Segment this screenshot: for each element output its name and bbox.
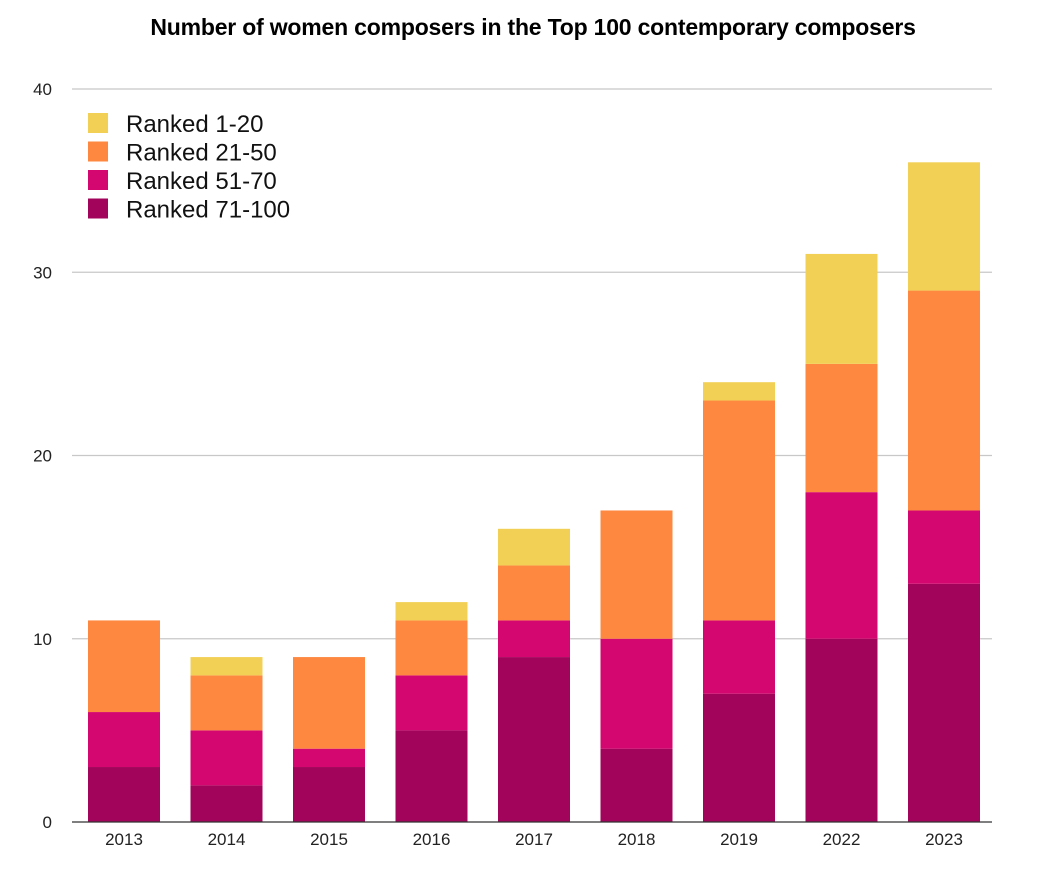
- bar-segment-ranked-21-50-2015: [293, 657, 365, 749]
- bar-segment-ranked-71-100-2022: [805, 638, 878, 822]
- legend-label: Ranked 71-100: [126, 197, 290, 224]
- y-tick-label: 30: [33, 263, 52, 282]
- bar-segment-ranked-1-20-2017: [498, 528, 570, 566]
- bar-segment-ranked-71-100-2023: [908, 583, 980, 822]
- y-tick-label: 10: [33, 630, 52, 649]
- x-tick-label: 2022: [823, 830, 861, 849]
- bar-segment-ranked-51-70-2022: [805, 492, 878, 639]
- legend-swatch-ranked-21-50: [88, 141, 108, 162]
- x-tick-label: 2014: [208, 830, 246, 849]
- bar-segment-ranked-21-50-2016: [395, 620, 468, 676]
- bar-segment-ranked-71-100-2015: [293, 767, 365, 822]
- legend-label: Ranked 21-50: [126, 140, 277, 167]
- bar-segment-ranked-71-100-2017: [498, 657, 570, 822]
- bar-segment-ranked-21-50-2023: [908, 290, 980, 511]
- x-tick-label: 2015: [310, 830, 348, 849]
- bar-segment-ranked-21-50-2019: [703, 400, 775, 621]
- bar-segment-ranked-51-70-2018: [600, 638, 673, 749]
- axes: 0 10 20 30 40 2013 2014 2015 2016 2017 2018 2019 202…: [33, 80, 992, 849]
- bar-segment-ranked-71-100-2016: [395, 730, 468, 822]
- bar-segment-ranked-71-100-2014: [190, 785, 263, 822]
- bars: [88, 162, 980, 822]
- chart-title: Number of women composers in the Top 100…: [150, 14, 916, 40]
- x-tick-label: 2017: [515, 830, 553, 849]
- bar-segment-ranked-1-20-2019: [703, 382, 775, 401]
- bar-segment-ranked-21-50-2013: [88, 620, 160, 713]
- legend-swatch-ranked-1-20: [88, 113, 108, 133]
- bar-segment-ranked-51-70-2019: [703, 620, 775, 694]
- bar-segment-ranked-21-50-2022: [805, 363, 878, 493]
- bar-segment-ranked-71-100-2013: [88, 767, 160, 822]
- y-tick-label: 40: [33, 80, 52, 99]
- bar-segment-ranked-51-70-2013: [88, 712, 160, 768]
- bar-segment-ranked-51-70-2016: [395, 675, 468, 731]
- bar-segment-ranked-71-100-2019: [703, 693, 775, 822]
- bar-segment-ranked-21-50-2014: [190, 675, 263, 731]
- bar-segment-ranked-71-100-2018: [600, 748, 673, 822]
- bar-segment-ranked-51-70-2023: [908, 510, 980, 584]
- legend-label: Ranked 51-70: [126, 168, 277, 195]
- x-tick-label: 2016: [413, 830, 451, 849]
- bar-segment-ranked-21-50-2018: [600, 510, 673, 639]
- bar-segment-ranked-1-20-2022: [805, 253, 878, 364]
- x-tick-label: 2023: [925, 830, 963, 849]
- bar-segment-ranked-51-70-2014: [190, 730, 263, 786]
- y-tick-label: 0: [43, 813, 52, 832]
- x-tick-label: 2018: [618, 830, 656, 849]
- bar-segment-ranked-1-20-2014: [190, 657, 263, 676]
- bar-segment-ranked-21-50-2017: [498, 565, 570, 621]
- bar-segment-ranked-1-20-2023: [908, 162, 980, 291]
- bar-segment-ranked-51-70-2015: [293, 748, 365, 768]
- bar-segment-ranked-51-70-2017: [498, 620, 570, 658]
- legend-label: Ranked 1-20: [126, 111, 263, 138]
- y-tick-label: 20: [33, 447, 52, 466]
- x-tick-label: 2013: [105, 830, 143, 849]
- legend-swatch-ranked-51-70: [88, 170, 108, 190]
- legend-swatch-ranked-71-100: [88, 198, 108, 219]
- x-tick-label: 2019: [720, 830, 758, 849]
- bar-segment-ranked-1-20-2016: [395, 602, 468, 621]
